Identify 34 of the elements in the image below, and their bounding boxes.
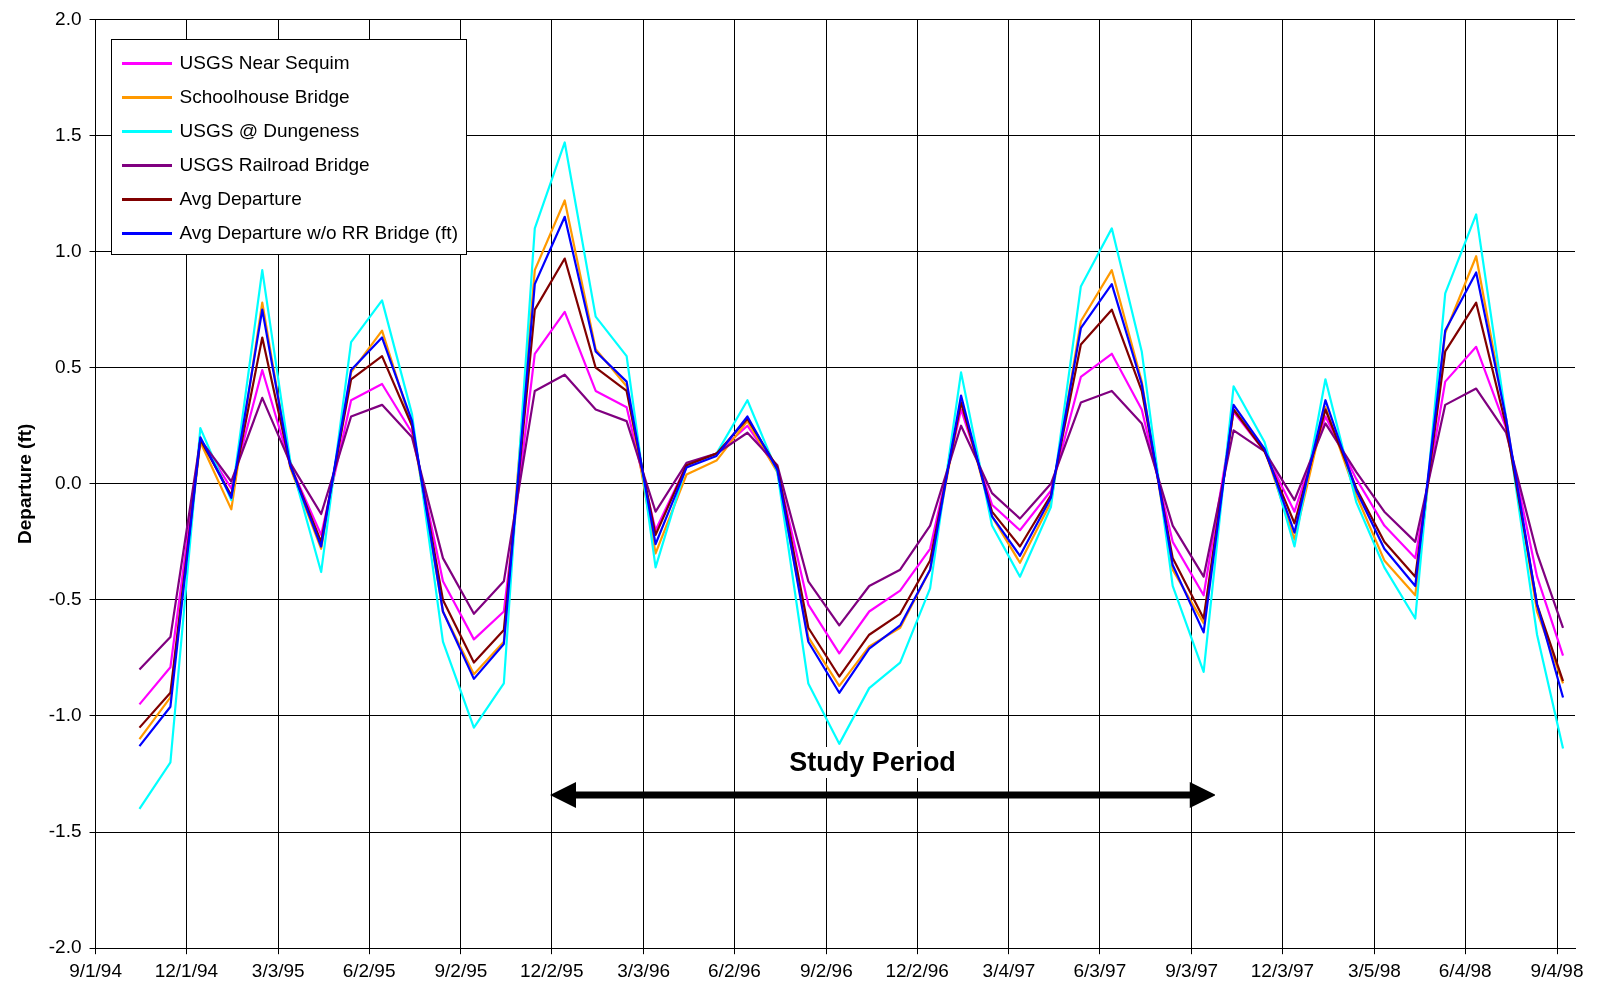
x-tick-label: 9/4/98: [1530, 959, 1584, 981]
legend-label: USGS Railroad Bridge: [179, 154, 370, 177]
annotation: Study Period: [785, 746, 960, 778]
x-tick-label: 6/2/95: [342, 959, 396, 981]
legend-label: USGS @ Dungeness: [179, 120, 360, 143]
x-tick-label: 9/1/94: [69, 959, 123, 981]
x-tick-label: 3/3/95: [251, 959, 305, 981]
y-tick-label: 1.0: [55, 239, 82, 261]
x-tick-label: 3/5/98: [1347, 959, 1401, 981]
y-tick-label: 2.0: [55, 7, 82, 29]
y-tick-label: -1.5: [48, 820, 82, 842]
x-tick-label: 12/1/94: [154, 959, 219, 981]
x-tick-label: 3/4/97: [982, 959, 1036, 981]
x-tick-label: 12/2/96: [885, 959, 949, 981]
x-tick-label: 9/2/95: [434, 959, 488, 981]
legend-label: USGS Near Sequim: [179, 52, 350, 75]
y-tick-label: 1.5: [55, 123, 82, 145]
x-tick-label: 6/2/96: [708, 959, 761, 981]
x-tick-label: 3/3/96: [617, 959, 671, 981]
y-tick-label: 0.5: [55, 355, 82, 377]
x-tick-label: 12/2/95: [520, 959, 584, 981]
x-tick-label: 12/3/97: [1250, 959, 1315, 981]
legend-label: Schoolhouse Bridge: [179, 86, 350, 109]
y-tick-label: -1.0: [48, 704, 82, 726]
y-tick-label: 0.0: [55, 472, 82, 494]
x-tick-label: 9/2/96: [799, 959, 853, 981]
x-tick-label: 9/3/97: [1165, 959, 1219, 981]
y-tick-label: -2.0: [48, 936, 82, 958]
y-axis-title: Departure (ft): [13, 423, 35, 544]
legend-label: Avg Departure w/o RR Bridge (ft): [179, 222, 458, 245]
legend-label: Avg Departure: [179, 188, 302, 211]
x-tick-label: 6/3/97: [1073, 959, 1127, 981]
y-tick-label: -0.5: [48, 588, 82, 610]
x-tick-label: 6/4/98: [1438, 959, 1492, 981]
